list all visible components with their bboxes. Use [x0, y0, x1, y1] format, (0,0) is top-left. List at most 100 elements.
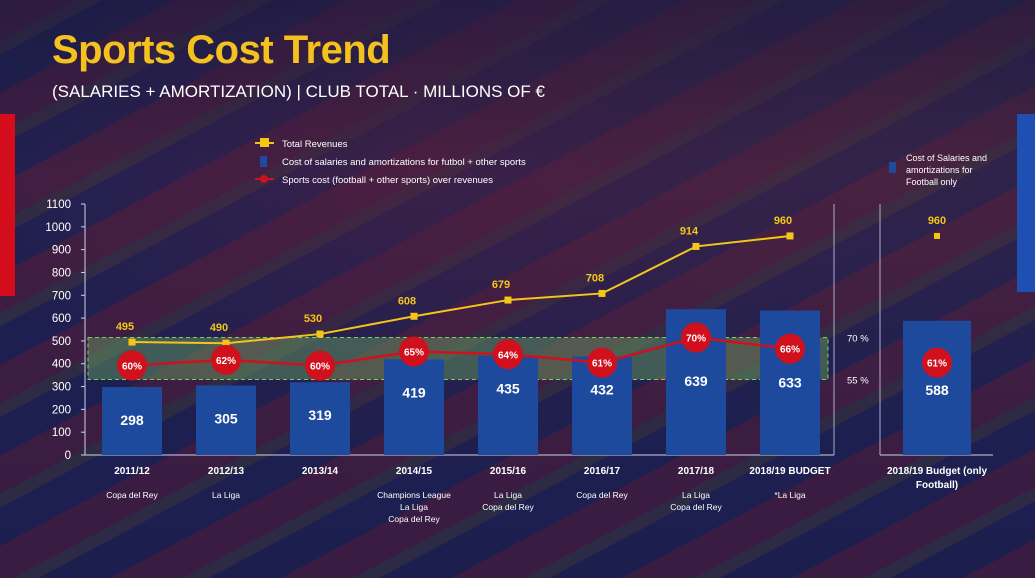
revenue-point: [316, 330, 324, 338]
legend-cost-marker: [260, 156, 267, 167]
ratio-point: [211, 344, 241, 375]
x-tick-label: 2017/18: [678, 466, 715, 477]
revenue-point: [128, 338, 136, 346]
trophy-label: Copa del Rey: [576, 490, 628, 500]
band-upper-label: 70 %: [847, 334, 869, 345]
trophy-label: La Liga: [212, 490, 240, 500]
band-lower-label: 55 %: [847, 376, 869, 387]
x-tick-label: 2016/17: [584, 466, 621, 477]
cost-bar: [478, 355, 538, 455]
football-ratio-point: [922, 347, 952, 378]
football-cost-label: 588: [925, 382, 949, 398]
ratio-label: 62%: [216, 356, 236, 367]
trophy-label: Copa del Rey: [482, 502, 534, 512]
football-ratio-label: 61%: [927, 359, 947, 370]
legend: Total Revenues Cost of salaries and amor…: [255, 138, 987, 187]
revenue-point: [504, 296, 512, 304]
ratio-point: [493, 339, 523, 370]
legend-football-line-1: Cost of Salaries and: [906, 153, 987, 163]
y-tick-label: 100: [52, 427, 71, 439]
x-tick-label: 2018/19 BUDGET: [749, 466, 830, 477]
revenue-label: 530: [304, 313, 322, 325]
ratio-label: 60%: [310, 362, 330, 373]
revenue-label: 914: [680, 225, 699, 237]
ratio-label: 70%: [686, 334, 706, 345]
revenue-point: [786, 232, 794, 240]
x-tick-label: 2015/16: [490, 466, 527, 477]
legend-revenue-label: Total Revenues: [282, 139, 348, 150]
ratio-label: 66%: [780, 345, 800, 356]
trophy-label: Copa del Rey: [106, 490, 158, 500]
legend-football-marker: [889, 162, 896, 173]
revenue-line: [131, 234, 791, 345]
y-tick-label: 900: [52, 245, 71, 257]
accent-bar-right: [1017, 114, 1035, 292]
cost-bar-label: 633: [778, 375, 802, 391]
revenue-point: [222, 339, 230, 347]
y-tick-label: 300: [52, 382, 71, 394]
y-tick-label: 600: [52, 313, 71, 325]
revenue-label: 608: [398, 295, 416, 307]
legend-football-line-2: amortizations for: [906, 165, 973, 175]
ratio-point: [117, 350, 147, 381]
legend-ratio-marker: [260, 175, 268, 183]
revenue-point: [598, 289, 606, 297]
football-revenue-point: [934, 232, 940, 239]
cost-bar-label: 432: [590, 381, 614, 397]
revenue-label: 679: [492, 279, 510, 291]
accent-bar-left: [0, 114, 15, 296]
ratio-label: 61%: [592, 359, 612, 370]
y-tick-label: 500: [52, 336, 71, 348]
cost-bar-label: 305: [214, 410, 238, 426]
trophy-label: La Liga: [400, 502, 428, 512]
cost-bar-label: 419: [402, 384, 426, 400]
cost-bar-label: 319: [308, 407, 332, 423]
x-tick-label: 2011/12: [114, 466, 150, 477]
page-subtitle: (SALARIES + AMORTIZATION) | CLUB TOTAL ·…: [52, 82, 545, 101]
ratio-point: [775, 333, 805, 364]
y-tick-label: 200: [52, 404, 71, 416]
x-tick-label: 2014/15: [396, 466, 433, 477]
football-category-label: 2018/19 Budget (only: [887, 466, 987, 477]
cost-bar-label: 298: [120, 412, 144, 428]
legend-football-line-3: Football only: [906, 177, 958, 187]
ratio-point: [399, 336, 429, 367]
ratio-point: [587, 347, 617, 378]
trophy-label: La Liga: [682, 490, 710, 500]
cost-bar: [384, 359, 444, 455]
x-tick-label: 2013/14: [302, 466, 339, 477]
cost-bar: [102, 387, 162, 455]
revenue-point: [410, 312, 418, 320]
y-tick-label: 400: [52, 359, 71, 371]
football-cost-bar: [903, 320, 971, 455]
trophy-label: Copa del Rey: [388, 514, 440, 524]
cost-bar: [196, 385, 256, 455]
revenue-label: 490: [210, 322, 228, 334]
legend-cost-label: Cost of salaries and amortizations for f…: [282, 157, 526, 168]
y-tick-label: 700: [52, 290, 71, 302]
trophy-label: Champions League: [377, 490, 451, 500]
revenue-label: 495: [116, 321, 134, 333]
page-title: Sports Cost Trend: [52, 28, 391, 72]
ratio-label: 64%: [498, 350, 518, 361]
ratio-line: [131, 336, 791, 367]
revenue-point: [692, 242, 700, 250]
ratio-label: 65%: [404, 348, 424, 359]
y-tick-label: 1000: [45, 222, 71, 234]
y-tick-label: 0: [65, 450, 71, 462]
cost-bar-label: 435: [496, 381, 520, 397]
trophy-label: La Liga: [494, 490, 522, 500]
ratio-label: 60%: [122, 362, 142, 373]
cost-bar-label: 639: [684, 373, 708, 389]
cost-bar: [290, 382, 350, 455]
ratio-point: [305, 350, 335, 381]
trophy-label: *La Liga: [774, 490, 805, 500]
trophy-label: Copa del Rey: [670, 502, 722, 512]
y-tick-label: 800: [52, 267, 71, 279]
legend-revenue-marker: [260, 138, 269, 147]
y-tick-label: 1100: [46, 199, 71, 211]
football-revenue-label: 960: [928, 215, 946, 227]
football-category-label: Football): [916, 480, 958, 491]
